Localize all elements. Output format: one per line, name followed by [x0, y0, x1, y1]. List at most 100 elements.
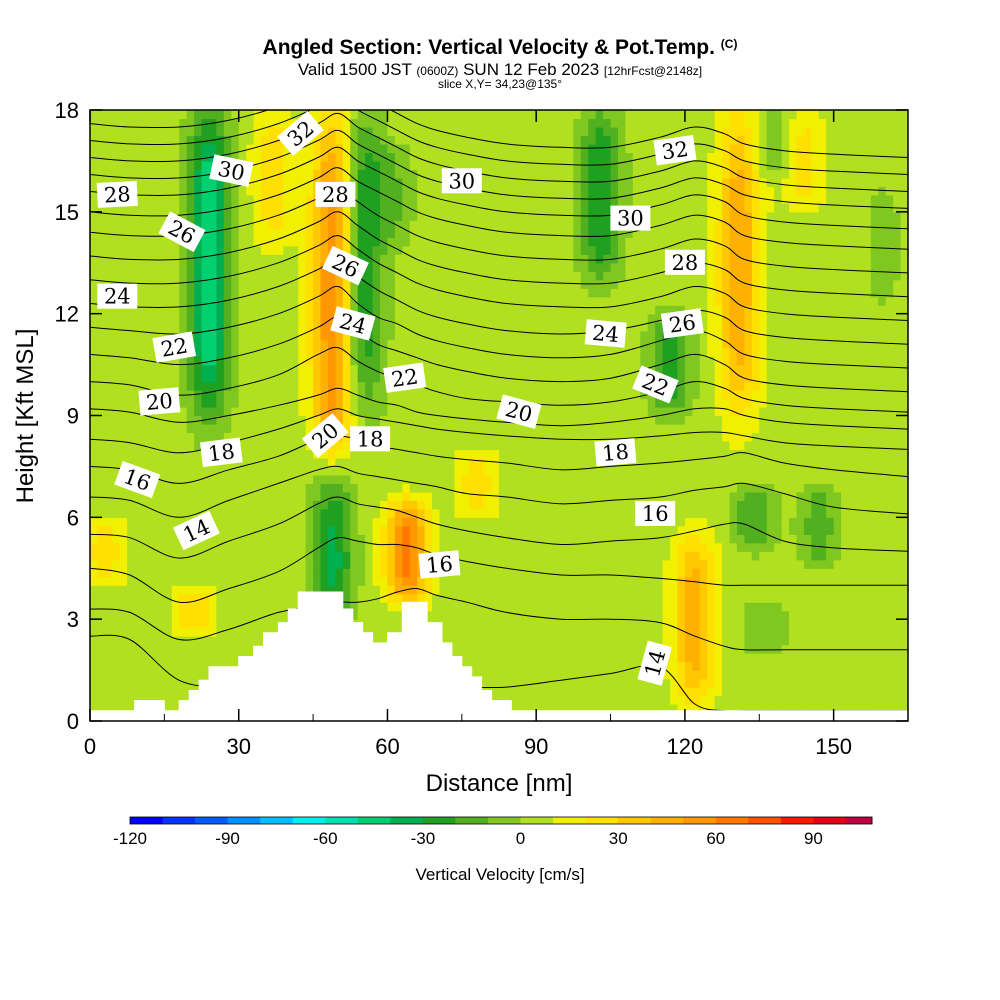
velocity-cell — [565, 585, 574, 595]
velocity-cell — [208, 373, 218, 383]
velocity-cell — [528, 653, 537, 663]
velocity-cell — [119, 356, 128, 366]
velocity-cell — [134, 364, 143, 374]
velocity-cell — [446, 423, 455, 434]
velocity-cell — [335, 491, 344, 501]
velocity-cell — [565, 194, 574, 204]
velocity-cell — [439, 237, 448, 247]
velocity-cell — [476, 194, 485, 204]
velocity-cell — [112, 220, 121, 230]
velocity-cell — [454, 585, 463, 595]
velocity-cell — [216, 305, 225, 315]
velocity-cell — [402, 313, 411, 323]
velocity-cell — [595, 593, 604, 603]
velocity-cell — [558, 517, 567, 527]
velocity-cell — [461, 211, 470, 221]
velocity-cell — [119, 160, 128, 171]
velocity-cell — [380, 466, 389, 476]
velocity-cell — [350, 110, 359, 120]
velocity-cell — [305, 474, 314, 484]
velocity-cell — [469, 143, 478, 154]
velocity-cell — [543, 220, 552, 230]
velocity-cell — [112, 576, 121, 586]
velocity-cell — [261, 347, 270, 357]
velocity-cell — [588, 670, 597, 680]
velocity-cell — [528, 687, 537, 697]
velocity-cell — [424, 126, 433, 137]
velocity-cell — [595, 228, 604, 238]
velocity-cell — [499, 466, 508, 476]
velocity-cell — [261, 118, 270, 128]
velocity-cell — [134, 534, 143, 544]
velocity-cell — [104, 593, 113, 603]
velocity-cell — [506, 653, 515, 663]
velocity-cell — [439, 160, 448, 171]
velocity-cell — [186, 542, 195, 552]
velocity-cell — [313, 517, 322, 527]
velocity-cell — [194, 381, 203, 391]
velocity-cell — [476, 593, 485, 603]
velocity-cell — [491, 695, 500, 705]
velocity-cell — [380, 373, 389, 383]
velocity-cell — [283, 305, 292, 315]
velocity-cell — [142, 500, 151, 510]
velocity-cell — [194, 356, 203, 366]
velocity-cell — [290, 305, 299, 315]
velocity-cell — [246, 186, 255, 196]
velocity-cell — [156, 322, 165, 332]
velocity-cell — [424, 220, 433, 230]
velocity-cell — [201, 398, 210, 408]
velocity-cell — [484, 585, 493, 595]
velocity-cell — [134, 110, 143, 120]
velocity-cell — [565, 364, 574, 374]
velocity-cell — [253, 593, 262, 603]
velocity-cell — [305, 407, 314, 417]
velocity-cell — [327, 160, 336, 171]
velocity-cell — [543, 211, 552, 221]
velocity-cell — [380, 143, 389, 154]
velocity-cell — [90, 313, 99, 323]
velocity-cell — [394, 440, 403, 451]
velocity-cell — [499, 356, 508, 366]
velocity-cell — [588, 305, 597, 315]
velocity-cell — [97, 271, 106, 281]
velocity-cell — [387, 211, 396, 221]
velocity-cell — [484, 279, 493, 289]
velocity-cell — [595, 237, 604, 247]
velocity-cell — [558, 525, 567, 535]
velocity-cell — [275, 415, 284, 425]
velocity-cell — [469, 440, 478, 451]
velocity-cell — [424, 483, 433, 493]
velocity-cell — [513, 449, 522, 459]
velocity-cell — [201, 381, 210, 391]
velocity-cell — [268, 330, 277, 340]
velocity-cell — [149, 135, 158, 145]
velocity-cell — [417, 160, 426, 171]
velocity-cell — [208, 636, 218, 646]
velocity-cell — [476, 551, 485, 561]
velocity-cell — [201, 313, 210, 323]
velocity-cell — [104, 678, 113, 688]
velocity-cell — [521, 687, 530, 697]
velocity-cell — [104, 415, 113, 425]
velocity-cell — [484, 211, 493, 221]
velocity-cell — [491, 474, 500, 484]
velocity-cell — [134, 262, 143, 272]
velocity-cell — [573, 390, 582, 400]
velocity-cell — [551, 423, 560, 434]
velocity-cell — [119, 330, 128, 340]
velocity-cell — [97, 568, 106, 578]
velocity-cell — [543, 228, 552, 238]
velocity-cell — [112, 126, 121, 137]
velocity-cell — [194, 636, 203, 646]
velocity-cell — [551, 474, 560, 484]
velocity-cell — [186, 568, 195, 578]
velocity-cell — [573, 670, 582, 680]
velocity-cell — [90, 449, 99, 459]
velocity-cell — [104, 347, 113, 357]
velocity-cell — [275, 288, 284, 298]
velocity-cell — [521, 313, 530, 323]
velocity-cell — [417, 135, 426, 145]
velocity-cell — [149, 542, 158, 552]
velocity-cell — [491, 160, 500, 171]
